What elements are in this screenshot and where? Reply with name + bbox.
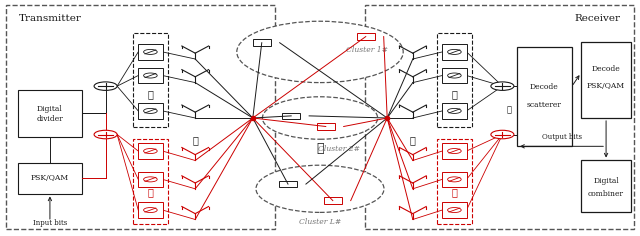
Circle shape: [143, 49, 157, 55]
Circle shape: [447, 108, 461, 114]
Circle shape: [447, 207, 461, 213]
Circle shape: [143, 73, 157, 78]
Circle shape: [143, 108, 157, 114]
Bar: [253, 39, 271, 46]
Text: divider: divider: [36, 115, 63, 123]
Circle shape: [94, 130, 117, 139]
Bar: [437, 139, 472, 224]
Circle shape: [447, 177, 461, 182]
Bar: [138, 143, 163, 159]
Bar: [18, 163, 82, 194]
Bar: [365, 5, 634, 229]
Text: ⋮: ⋮: [451, 90, 458, 99]
Bar: [442, 44, 467, 59]
Circle shape: [491, 130, 514, 139]
Bar: [18, 90, 82, 137]
Bar: [581, 160, 631, 212]
Bar: [317, 123, 335, 130]
Circle shape: [491, 82, 514, 90]
Circle shape: [447, 148, 461, 154]
Text: ⋮: ⋮: [410, 136, 416, 145]
Text: Cluster L#: Cluster L#: [299, 218, 341, 226]
Text: ⋮: ⋮: [192, 136, 198, 145]
Circle shape: [256, 165, 384, 212]
Bar: [437, 33, 472, 127]
Bar: [442, 68, 467, 83]
Text: Digital: Digital: [593, 177, 619, 185]
Text: ⋮: ⋮: [316, 142, 324, 155]
Bar: [442, 172, 467, 187]
Text: Decode: Decode: [530, 83, 559, 91]
Text: Transmitter: Transmitter: [19, 14, 82, 23]
Text: ⋮: ⋮: [147, 188, 154, 197]
Bar: [282, 113, 300, 119]
Bar: [442, 143, 467, 159]
Bar: [138, 68, 163, 83]
Circle shape: [262, 97, 378, 139]
Bar: [581, 42, 631, 118]
Bar: [133, 33, 168, 127]
Bar: [357, 33, 375, 40]
Circle shape: [447, 73, 461, 78]
Bar: [138, 172, 163, 187]
Text: combiner: combiner: [588, 190, 624, 198]
Text: Cluster 2#: Cluster 2#: [318, 145, 360, 153]
Circle shape: [447, 49, 461, 55]
Text: Digital: Digital: [37, 105, 63, 113]
Text: ⋮: ⋮: [507, 106, 512, 114]
Text: PSK/QAM: PSK/QAM: [31, 174, 69, 182]
Text: scatterer: scatterer: [527, 101, 562, 109]
Bar: [138, 103, 163, 118]
Bar: [442, 103, 467, 118]
Text: PSK/QAM: PSK/QAM: [587, 82, 625, 90]
Circle shape: [143, 148, 157, 154]
Circle shape: [237, 21, 403, 83]
Text: Decode: Decode: [592, 65, 620, 73]
Bar: [324, 197, 342, 204]
Circle shape: [143, 207, 157, 213]
Bar: [6, 5, 275, 229]
Text: ⋮: ⋮: [451, 188, 458, 197]
Text: Output bits: Output bits: [541, 133, 582, 141]
Bar: [279, 181, 297, 187]
Text: ⋮: ⋮: [147, 90, 154, 99]
Bar: [138, 44, 163, 59]
Text: Input bits: Input bits: [33, 219, 67, 227]
Bar: [517, 47, 572, 146]
Text: Cluster 1#: Cluster 1#: [346, 46, 388, 54]
Circle shape: [94, 82, 117, 90]
Circle shape: [143, 177, 157, 182]
Bar: [133, 139, 168, 224]
Bar: [138, 202, 163, 218]
Text: Receiver: Receiver: [575, 14, 621, 23]
Bar: [442, 202, 467, 218]
